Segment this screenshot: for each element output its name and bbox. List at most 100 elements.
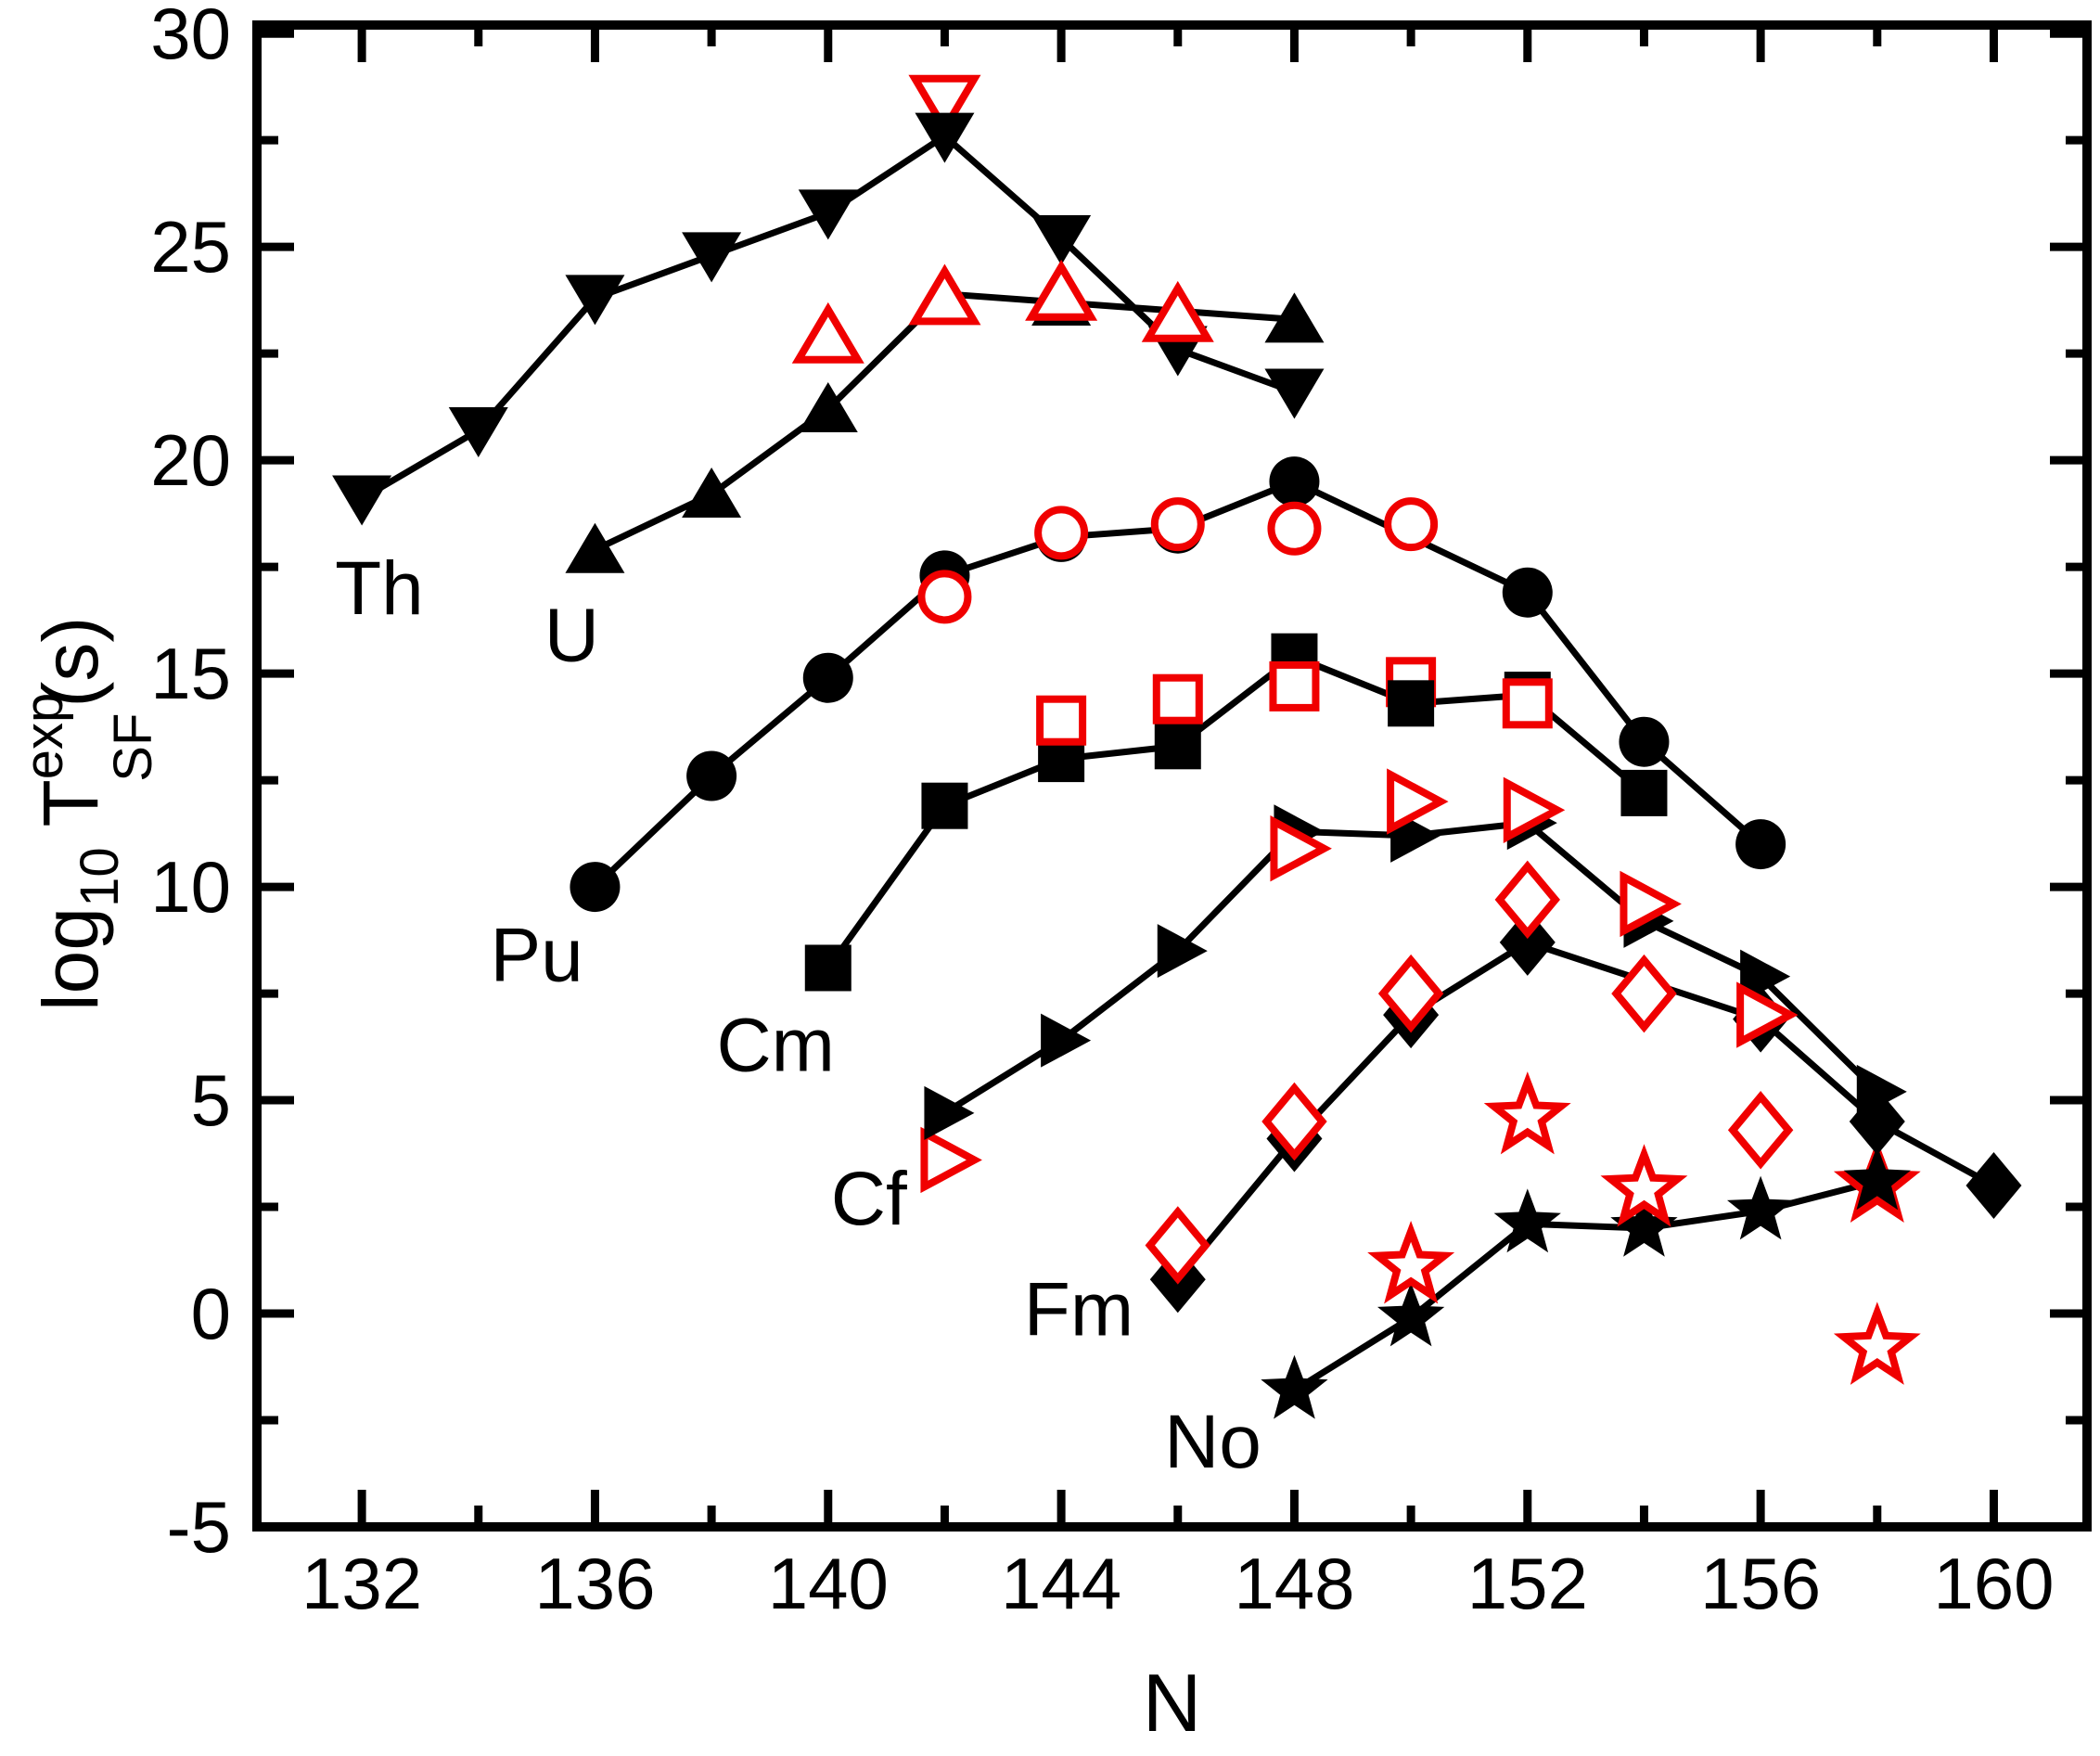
marker-triangle-down-filled: [915, 112, 975, 163]
x-tick-label: 160: [1933, 1543, 2054, 1624]
marker-triangle-up-filled: [682, 467, 742, 518]
element-label-Th: Th: [335, 546, 424, 631]
marker-triangle-down-filled: [798, 189, 858, 240]
marker-triangle-up-open: [908, 263, 981, 326]
marker-circle-filled: [1269, 456, 1320, 507]
y-axis-label-part: 10: [70, 847, 130, 907]
y-axis-label-part: T: [27, 779, 114, 847]
y-axis-label-part: SF: [103, 713, 163, 782]
marker-square-filled: [1388, 680, 1435, 727]
marker-triangle-up-open: [1025, 259, 1098, 321]
marker-triangle-down-open: [908, 74, 981, 136]
marker-triangle-right-open: [1736, 981, 1799, 1048]
y-tick-label: 5: [191, 1059, 231, 1141]
series-Pu-line: [592, 478, 1763, 890]
marker-square-filled: [1620, 769, 1668, 816]
plot-frame: [252, 20, 2092, 1532]
marker-triangle-right-open: [1620, 870, 1682, 938]
plot-border: [252, 20, 2092, 1532]
marker-triangle-up-filled: [565, 522, 625, 573]
marker-triangle-down-filled: [448, 406, 508, 457]
y-axis-label-part: (s): [27, 617, 114, 708]
marker-circle-open: [1150, 497, 1205, 552]
y-tick-label: -5: [167, 1486, 231, 1568]
element-labels: Th U Pu Cm Cf Fm No: [335, 546, 1261, 1484]
marker-diamond-open: [1377, 954, 1444, 1033]
element-label-Cf: Cf: [831, 1157, 907, 1241]
y-axis-label-part: exp: [14, 693, 74, 780]
marker-circle-filled: [686, 750, 737, 801]
marker-star-filled: [1843, 1146, 1911, 1211]
marker-star-filled: [1610, 1193, 1678, 1257]
x-tick-label: 148: [1234, 1543, 1354, 1624]
element-label-U: U: [544, 594, 599, 678]
x-tick-label: 132: [301, 1543, 422, 1624]
marker-triangle-right-filled: [924, 1085, 975, 1140]
marker-square-open: [1036, 695, 1087, 746]
marker-diamond-filled: [1499, 908, 1556, 976]
y-tick-label: 15: [150, 633, 231, 714]
x-axis-title: N: [1143, 1657, 1202, 1749]
marker-star-open: [1367, 1220, 1455, 1304]
marker-diamond-open: [1727, 1091, 1794, 1170]
marker-triangle-right-open: [1387, 768, 1449, 835]
marker-square-open: [1269, 660, 1320, 711]
x-tick-labels: 132 136 140 144 148 152 156 160: [301, 1543, 2055, 1624]
element-label-Cm: Cm: [716, 1003, 835, 1087]
marker-diamond-open: [1145, 1206, 1210, 1285]
x-tick-label: 136: [534, 1543, 655, 1624]
element-label-Pu: Pu: [490, 914, 583, 998]
marker-circle-filled: [1735, 819, 1786, 870]
marker-diamond-filled: [1966, 1152, 2022, 1220]
y-tick-label: 30: [150, 0, 231, 74]
marker-star-filled: [1261, 1354, 1328, 1419]
element-label-Fm: Fm: [1024, 1267, 1133, 1352]
x-tick-label: 140: [768, 1543, 889, 1624]
marker-circle-filled: [570, 862, 621, 913]
y-tick-label: 25: [150, 206, 231, 288]
marker-triangle-right-open: [1270, 815, 1332, 882]
marker-triangle-up-filled: [1264, 292, 1325, 343]
y-tick-labels: -5 0 5 10 15 20 25 30: [150, 0, 231, 1568]
marker-diamond-open: [1494, 860, 1560, 940]
marker-star-open: [1600, 1144, 1688, 1227]
marker-triangle-right-filled: [1041, 1013, 1092, 1068]
marker-star-open: [1833, 1301, 1921, 1385]
marker-triangle-right-open: [920, 1126, 982, 1194]
marker-circle-open: [1384, 497, 1439, 552]
marker-star-filled: [1493, 1188, 1561, 1253]
marker-circle-open: [917, 570, 972, 624]
marker-square-filled: [1154, 723, 1201, 770]
marker-diamond-open: [1611, 954, 1677, 1033]
marker-circle-filled: [802, 652, 853, 703]
marker-triangle-down-filled: [1264, 368, 1325, 419]
x-tick-label: 156: [1700, 1543, 1821, 1624]
marker-star-filled: [1727, 1175, 1795, 1240]
marker-triangle-right-filled: [1157, 924, 1208, 979]
marker-diamond-open: [1261, 1082, 1327, 1161]
x-tick-label: 152: [1467, 1543, 1588, 1624]
marker-circle-filled: [1619, 716, 1670, 767]
x-tick-label: 144: [1001, 1543, 1121, 1624]
marker-square-filled: [921, 782, 968, 829]
series-No-line: [1292, 1178, 1878, 1393]
marker-diamond-filled: [1849, 1088, 1905, 1156]
open-markers-front: [791, 259, 1921, 1385]
marker-circle-open: [1267, 501, 1322, 556]
marker-triangle-down-filled: [682, 232, 742, 283]
y-tick-label: 10: [150, 846, 231, 928]
marker-square-filled: [804, 944, 852, 992]
y-axis-label: log10 Texp SF(s): [14, 617, 163, 1011]
marker-triangle-up-open: [791, 301, 864, 364]
x-axis-label: N: [1143, 1657, 1202, 1749]
element-label-No: No: [1164, 1400, 1261, 1484]
marker-triangle-down-filled: [1031, 214, 1092, 265]
y-tick-label: 0: [191, 1273, 231, 1354]
marker-star-open: [1483, 1071, 1571, 1155]
marker-circle-open: [1034, 506, 1089, 560]
marker-triangle-up-filled: [798, 381, 858, 432]
y-axis-label-part: log: [27, 907, 114, 1011]
y-tick-label: 20: [150, 419, 231, 501]
